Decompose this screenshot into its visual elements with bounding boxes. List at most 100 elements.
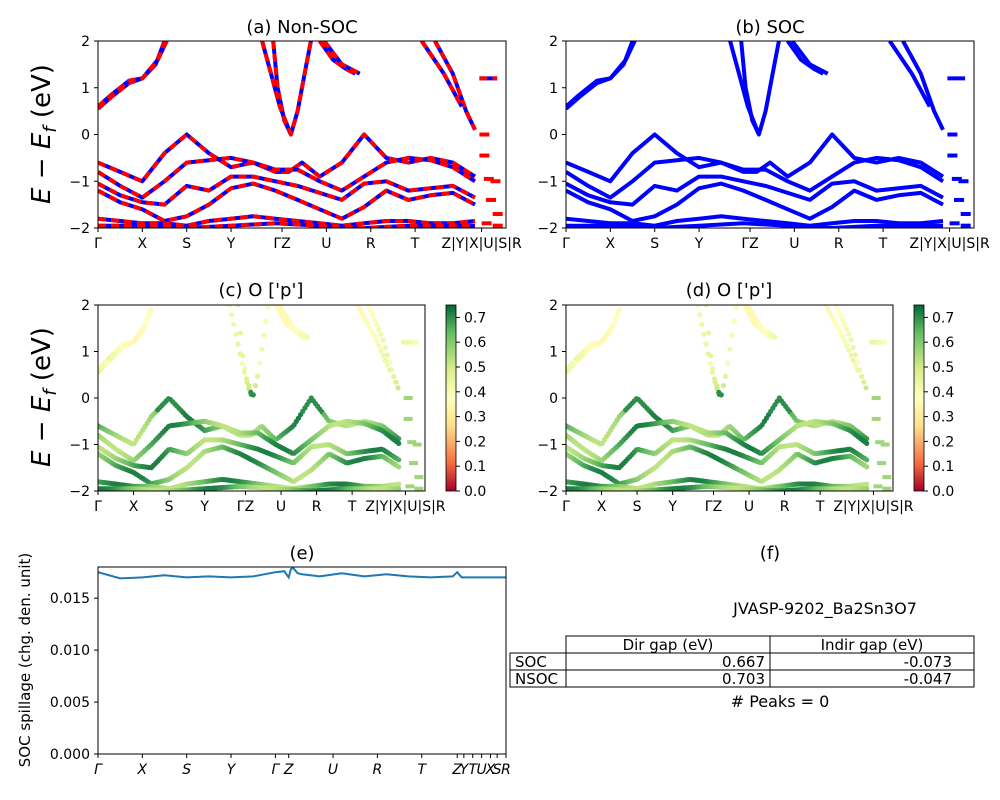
proj-point-6 [384,352,390,358]
xtick-label: Z [451,762,462,778]
xtick-label: R [501,762,511,778]
colorbar-tick-label: 0.3 [464,410,486,426]
proj-point-2 [731,318,737,324]
proj-point-7 [848,352,854,359]
proj-point-3 [248,389,254,395]
table-cell: 0.703 [722,670,765,688]
xtick-label: Y [460,762,470,778]
ytick-label: −2 [69,484,90,500]
xtick-label: S [182,762,191,778]
proj-point-1 [148,307,154,313]
proj-point-6 [852,352,858,358]
xtick-label: U [789,236,799,252]
proj-point-1 [144,318,150,324]
proj-point-1 [142,322,148,328]
band-line-12 [98,181,476,223]
ytick-label: −1 [537,174,558,190]
proj-point-3 [226,305,233,308]
proj-point-7 [374,338,380,344]
proj-point-3 [235,341,241,347]
xtick-label: R [373,762,383,778]
panel-b-bandstructure: (b) SOC −2 −1 0 1 2 Γ X S Y ΓZ U R T Z|Y|X|U|S|R [537,17,990,252]
colorbar-tick-label: 0.7 [932,310,954,326]
proj-point-14 [396,486,402,491]
proj-point-6 [374,321,380,328]
band-line-3 [728,41,761,136]
panel-e-ylabel: SOC spillage (chg. den. unit) [16,553,34,768]
colorbar-tick-label: 0.0 [932,484,954,500]
xtick-label: Z [283,762,294,778]
proj-point-7 [831,318,837,324]
proj-point-6 [393,379,399,385]
proj-point-7 [378,348,384,354]
band-line-10 [566,155,945,200]
table-header-cell: Indir gap (eV) [821,636,924,654]
proj-point-2 [255,373,261,379]
proj-point-7 [357,306,363,312]
proj-point-3 [712,376,718,382]
spillage-line [97,566,506,580]
xtick-label: Z|Y|X|U|S|R [910,236,990,252]
xtick-label: S [182,236,191,252]
panel-c-projected: (c) O ['p'] −2 −1 0 1 2 Γ X S Y ΓZ U R T Z|Y|X|U|S|R… [69,280,486,515]
proj-point-2 [252,383,259,389]
proj-point-7 [852,362,858,368]
ytick-label: 0.000 [50,747,90,763]
xtick-label: Z|Y|X|U|S|R [833,499,913,515]
proj-point-7 [369,329,375,335]
ytick-label: 1 [81,345,90,361]
proj-point-3 [231,321,237,328]
proj-point-2 [723,373,729,379]
proj-point-6 [844,326,850,332]
table-footer: # Peaks = 0 [731,692,830,711]
proj-point-3 [237,351,243,357]
xtick-label: Y [227,762,237,778]
xtick-label: Γ [94,762,103,778]
proj-point-11 [396,457,402,463]
band-line-3 [260,41,293,136]
proj-point-7 [382,357,388,363]
panel-d-projected: (d) O ['p'] −2 −1 0 1 2 Γ X S Y ΓZ U R T Z|Y|X|U|S|R… [537,280,954,515]
proj-point-7 [359,310,365,316]
band-line-6 [901,41,945,131]
proj-point-1 [616,307,622,313]
proj-point-12 [864,464,870,470]
ytick-label: −2 [537,484,558,500]
colorbar-tick-label: 0.4 [464,385,486,401]
xtick-label: U [476,762,486,778]
xtick-label: Z|Y|X|U|S|R [442,236,522,252]
proj-point-2 [720,383,727,389]
proj-point-3 [703,341,709,347]
colorbar-tick-label: 0.5 [932,360,954,376]
xtick-label: T [815,499,825,515]
colorbar-tick-label: 0.5 [464,360,486,376]
proj-point-8 [413,339,420,345]
ytick-label: 2 [81,34,90,50]
panel-f-table: (f) JVASP-9202_Ba2Sn3O7 Dir gap (eV) Indi… [509,543,975,711]
xtick-label: U [276,499,286,515]
proj-point-6 [395,385,401,391]
proj-point-6 [863,385,869,391]
proj-point-2 [257,360,263,366]
xtick-label: Y [199,499,209,515]
proj-point-3 [701,331,707,337]
ytick-label: 2 [549,298,558,314]
band-line-2 [271,41,313,137]
xtick-label: R [834,236,844,252]
colorbar-c [445,304,457,492]
proj-point-10 [396,440,402,446]
proj-point-6 [842,321,848,328]
proj-point-7 [829,314,835,320]
xtick-label: X [485,762,496,778]
ytick-label: −1 [69,438,90,454]
proj-point-14 [864,486,870,491]
xtick-label: U [744,499,754,515]
ylabel-top: E − Ef (eV) [27,64,61,204]
band-line-13 [566,214,944,228]
xtick-label: T [410,236,420,252]
proj-point-7 [835,325,841,331]
proj-point-6 [376,326,382,332]
xtick-label: X [597,499,607,515]
proj-point-2 [703,305,709,308]
ytick-label: −2 [69,221,90,237]
